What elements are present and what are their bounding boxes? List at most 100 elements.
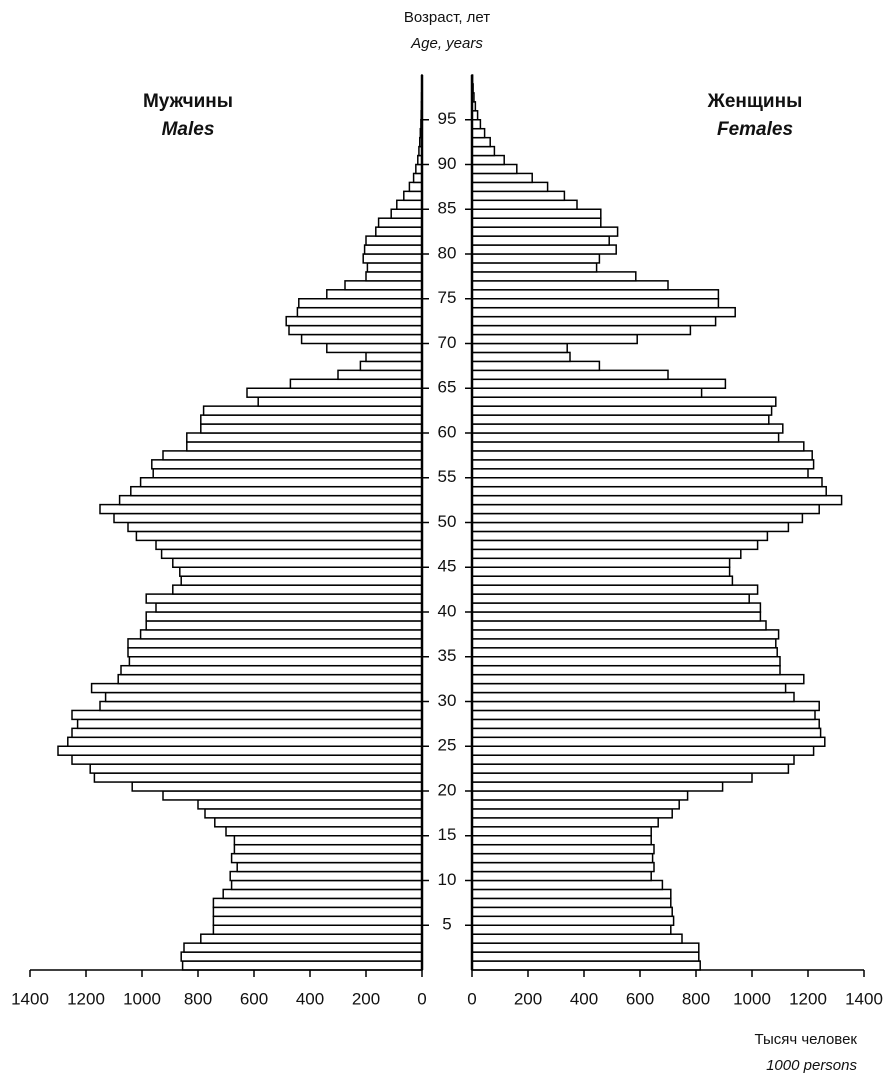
bar	[471, 432, 780, 443]
bar	[471, 163, 518, 175]
bar	[471, 342, 568, 354]
bar	[471, 450, 813, 461]
bar	[471, 826, 652, 837]
bar	[71, 727, 423, 739]
bar	[471, 378, 727, 389]
bar	[471, 763, 790, 774]
bar	[99, 503, 423, 515]
y-tick-label: 40	[438, 601, 457, 620]
bar	[471, 879, 664, 891]
bar	[113, 512, 423, 524]
bar	[471, 736, 826, 747]
y-tick-label: 65	[438, 378, 457, 397]
bar	[471, 405, 773, 416]
bar	[71, 754, 423, 765]
bar	[180, 575, 423, 586]
bar	[471, 611, 762, 622]
y-tick-label: 35	[438, 646, 457, 665]
bar	[183, 942, 423, 953]
x-tick-label: 1400	[11, 989, 49, 1008]
bar	[471, 396, 777, 407]
bar	[186, 432, 423, 443]
bar	[197, 799, 423, 810]
bar	[131, 781, 423, 792]
bar	[471, 548, 742, 560]
bar	[296, 306, 423, 318]
bar	[172, 557, 423, 568]
x-tick-label: 1000	[123, 989, 161, 1008]
bar	[471, 682, 787, 694]
bar	[471, 602, 762, 613]
bar	[471, 817, 659, 828]
bar	[471, 584, 759, 595]
bar	[362, 253, 423, 264]
bar	[365, 351, 423, 363]
x-tick-label: 400	[296, 989, 324, 1008]
x-tick-label: 1200	[67, 989, 105, 1008]
legend-label: Мужчины	[143, 91, 233, 112]
bar	[145, 620, 423, 631]
bar	[471, 745, 815, 756]
y-tick-label: 80	[438, 243, 457, 262]
bar	[288, 324, 423, 336]
bar	[471, 620, 767, 631]
bar	[104, 691, 423, 703]
bar	[365, 235, 423, 246]
bar	[471, 861, 655, 873]
bar	[471, 387, 703, 398]
bar	[204, 808, 423, 819]
x-tick-label: 1400	[845, 989, 883, 1008]
bar	[471, 494, 843, 506]
legend-label-en: Males	[162, 119, 215, 140]
bar	[471, 852, 654, 864]
bar	[130, 485, 423, 497]
bar	[471, 199, 578, 211]
bar	[471, 253, 601, 264]
bar	[93, 772, 423, 783]
bar	[160, 548, 423, 560]
bar	[471, 772, 753, 783]
y-tick-label: 55	[438, 467, 457, 486]
bar	[214, 817, 423, 828]
bar	[233, 835, 423, 846]
bar	[471, 629, 780, 640]
bar	[377, 217, 423, 228]
bar	[471, 369, 669, 381]
bar	[139, 629, 423, 640]
bar	[471, 485, 827, 497]
bar	[471, 459, 815, 470]
bar	[289, 378, 423, 389]
bar	[230, 879, 423, 891]
bar	[471, 575, 734, 586]
y-tick-label: 95	[438, 109, 457, 128]
bar	[127, 638, 423, 649]
bar	[396, 199, 423, 211]
bar	[145, 611, 423, 622]
bar	[225, 826, 423, 837]
bar	[471, 664, 781, 676]
bar	[471, 423, 784, 434]
bar	[471, 172, 533, 184]
bar	[246, 387, 423, 398]
bar	[471, 656, 781, 667]
x-tick-label: 600	[240, 989, 268, 1008]
bar	[471, 942, 700, 953]
bar	[89, 763, 423, 774]
x-tick-label: 800	[682, 989, 710, 1008]
bar	[471, 271, 637, 282]
bar	[162, 790, 423, 801]
bar	[471, 638, 777, 649]
bar	[471, 127, 486, 139]
bar	[471, 673, 805, 685]
y-tick-label: 20	[438, 780, 457, 799]
bar	[471, 244, 617, 255]
bar	[471, 647, 778, 658]
bar	[155, 539, 423, 551]
bar	[285, 315, 423, 327]
bar	[120, 664, 423, 676]
bar	[471, 870, 652, 882]
bar	[363, 244, 423, 255]
x-tick-label: 600	[626, 989, 654, 1008]
x-tick-label: 400	[570, 989, 598, 1008]
y-tick-label: 30	[438, 691, 457, 710]
